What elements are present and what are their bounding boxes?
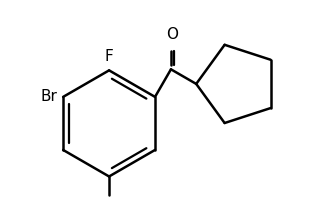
Text: F: F <box>105 49 114 64</box>
Text: Br: Br <box>41 89 58 104</box>
Text: O: O <box>166 27 179 42</box>
